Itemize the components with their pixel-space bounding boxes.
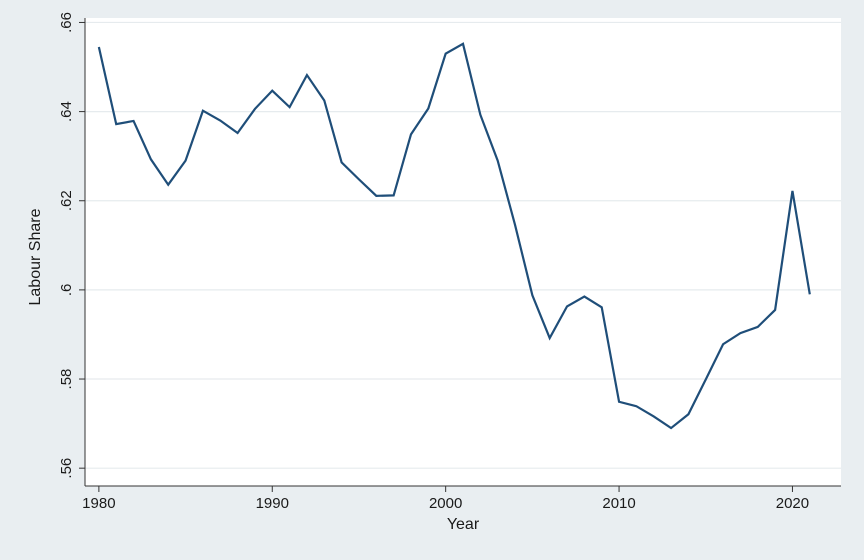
y-tick-label: .64 [58, 101, 75, 122]
y-axis-title: Labour Share [27, 208, 44, 305]
y-axis-ticks: .56 .58 .6 .62 .64 .66 [58, 12, 85, 479]
gridlines [85, 21, 841, 469]
y-tick-label: .66 [58, 12, 75, 33]
data-points [98, 43, 810, 429]
x-axis-title: Year [447, 516, 480, 533]
x-tick-label: 2000 [429, 495, 462, 512]
series-line-labour-share [97, 42, 811, 430]
x-axis-ticks: 1980 1990 2000 2010 2020 [82, 486, 809, 512]
x-tick-label: 1980 [82, 495, 115, 512]
y-tick-label: .58 [58, 369, 75, 390]
x-tick-label: 2010 [602, 495, 635, 512]
x-tick-label: 1990 [256, 495, 289, 512]
y-tick-label: .6 [58, 284, 75, 297]
y-tick-label: .56 [58, 458, 75, 479]
y-tick-label: .62 [58, 190, 75, 211]
plot-area [85, 18, 841, 486]
x-tick-label: 2020 [776, 495, 809, 512]
